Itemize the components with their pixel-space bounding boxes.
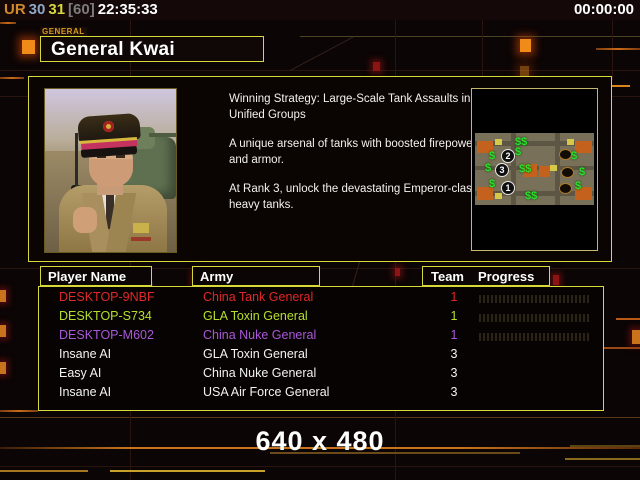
footer-divider <box>0 447 640 449</box>
column-header-team-progress: Team Progress <box>422 266 550 286</box>
bg-line <box>0 466 640 467</box>
map-preview-image: $$ $ $ $ $ $$ $$ $ $ $ 2 3 1 <box>475 133 594 205</box>
general-title-box: General Kwai <box>40 36 264 62</box>
bg-accent-bar <box>0 410 38 412</box>
player-progress-bar <box>479 333 589 341</box>
general-info-panel: Winning Strategy: Large-Scale Tank Assau… <box>28 76 612 262</box>
bg-accent-bar <box>270 452 520 454</box>
bg-accent-bar <box>600 85 630 87</box>
description-paragraph-3: At Rank 3, unlock the devastating Empero… <box>229 183 478 211</box>
table-row[interactable]: Insane AI USA Air Force General 3 <box>39 385 605 404</box>
clock-right: 00:00:00 <box>573 1 634 18</box>
table-row[interactable]: Insane AI GLA Toxin General 3 <box>39 347 605 366</box>
table-row[interactable]: DESKTOP-M602 China Nuke General 1 <box>39 328 605 347</box>
map-start-position: 2 <box>501 149 515 163</box>
description-paragraph-1: Winning Strategy: Large-Scale Tank Assau… <box>229 93 471 121</box>
player-progress-bar <box>479 314 589 322</box>
table-row[interactable]: DESKTOP-S734 GLA Toxin General 1 <box>39 309 605 328</box>
map-start-position: 1 <box>501 181 515 195</box>
map-preview-frame: $$ $ $ $ $ $$ $$ $ $ $ 2 3 1 <box>471 88 598 251</box>
bg-accent-bar <box>596 48 640 50</box>
player-army: GLA Toxin General <box>203 309 308 323</box>
accent-square <box>520 39 531 52</box>
description-paragraph-2: A unique arsenal of tanks with boosted f… <box>229 138 477 166</box>
player-name: DESKTOP-M602 <box>59 328 154 342</box>
bg-diagonal <box>290 36 355 71</box>
map-start-position: 3 <box>495 163 509 177</box>
general-portrait-image <box>44 88 177 253</box>
table-row[interactable]: Easy AI China Nuke General 3 <box>39 366 605 385</box>
bg-accent-bar <box>0 22 16 24</box>
resolution-label: 640 x 480 <box>255 426 385 456</box>
player-team: 1 <box>450 290 458 304</box>
player-name: Insane AI <box>59 347 112 361</box>
bg-accent-bar <box>565 458 640 460</box>
player-progress-bar <box>479 295 589 303</box>
player-name: Easy AI <box>59 366 102 380</box>
table-row[interactable]: DESKTOP-9NBF China Tank General 1 <box>39 290 605 309</box>
accent-square <box>0 325 6 337</box>
accent-square <box>373 62 380 71</box>
player-name: DESKTOP-9NBF <box>59 290 155 304</box>
bg-accent-bar <box>570 445 640 447</box>
bg-line <box>482 20 483 80</box>
player-army: China Nuke General <box>203 366 317 380</box>
accent-square <box>0 362 6 374</box>
header-accent-square <box>22 40 35 54</box>
player-army: GLA Toxin General <box>203 347 308 361</box>
player-team: 3 <box>450 347 458 361</box>
accent-square <box>632 330 640 344</box>
column-header-team: Team <box>431 269 464 284</box>
bg-accent-bar <box>0 77 24 79</box>
bg-accent-bar <box>110 470 265 472</box>
player-name: Insane AI <box>59 385 112 399</box>
stat-ur: UR <box>4 1 26 18</box>
bg-accent-bar <box>596 347 640 349</box>
bg-line <box>612 20 613 80</box>
player-team: 3 <box>450 366 458 380</box>
bg-accent-bar <box>616 318 640 320</box>
player-army: China Tank General <box>203 290 314 304</box>
status-bar-stats: UR 30 31 [60] 22:35:33 <box>4 1 161 18</box>
player-team: 1 <box>450 309 458 323</box>
accent-square <box>0 290 6 302</box>
general-kicker-label: GENERAL <box>40 27 87 36</box>
stat-value-b: 31 <box>48 1 66 18</box>
stat-value-a: 30 <box>28 1 46 18</box>
bg-accent-bar <box>0 470 88 472</box>
stat-elapsed-time: 22:35:33 <box>97 1 158 18</box>
bg-line <box>0 70 640 71</box>
player-list: DESKTOP-9NBF China Tank General 1 DESKTO… <box>38 286 604 411</box>
page-title: General Kwai <box>51 39 175 60</box>
bg-line <box>0 417 640 418</box>
status-bar: UR 30 31 [60] 22:35:33 00:00:00 <box>0 0 640 20</box>
player-army: USA Air Force General <box>203 385 330 399</box>
accent-square <box>520 66 529 77</box>
column-header-army: Army <box>192 266 320 286</box>
bg-line <box>300 36 640 37</box>
accent-square <box>553 275 559 285</box>
player-name: DESKTOP-S734 <box>59 309 152 323</box>
column-header-player-name: Player Name <box>40 266 152 286</box>
player-team: 3 <box>450 385 458 399</box>
column-header-progress: Progress <box>478 269 535 284</box>
bg-line <box>0 268 640 269</box>
general-description: Winning Strategy: Large-Scale Tank Assau… <box>229 91 484 226</box>
accent-square <box>395 268 400 276</box>
stat-value-c: [60] <box>68 1 95 18</box>
player-army: China Nuke General <box>203 328 317 342</box>
player-team: 1 <box>450 328 458 342</box>
